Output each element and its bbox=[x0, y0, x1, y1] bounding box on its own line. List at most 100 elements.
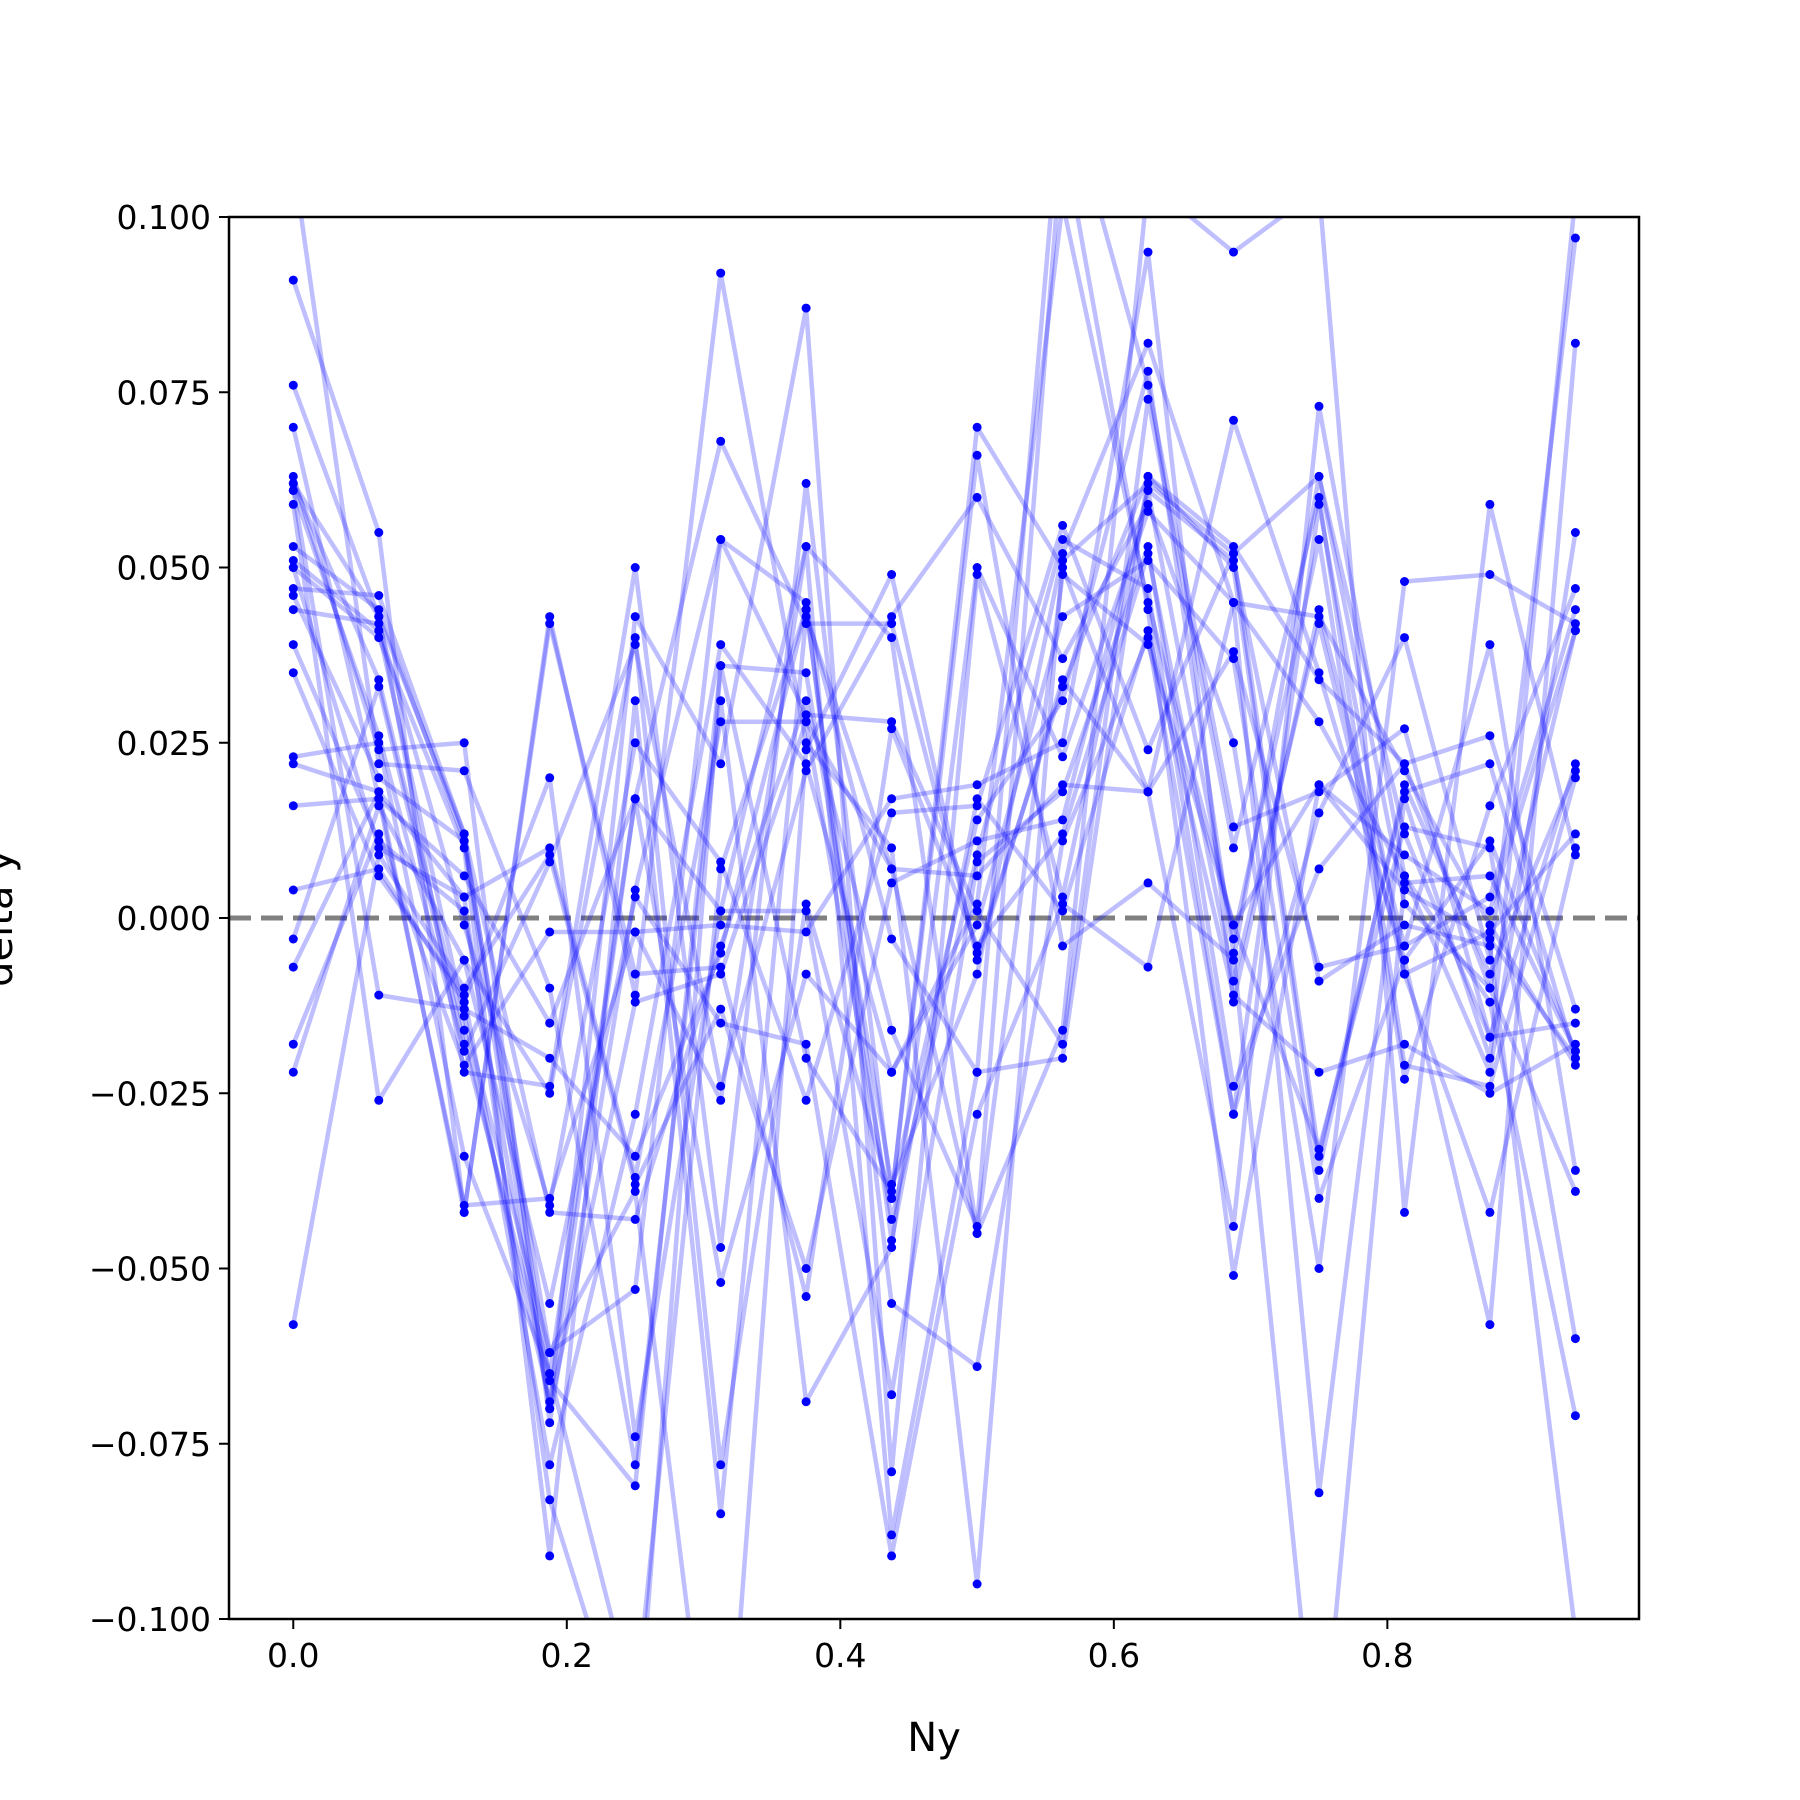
data-point bbox=[1314, 976, 1324, 986]
y-tick-label: −0.100 bbox=[89, 1600, 211, 1639]
data-point bbox=[1058, 654, 1068, 664]
x-tick-label: 0.4 bbox=[814, 1636, 866, 1675]
data-point bbox=[1229, 556, 1238, 565]
data-point bbox=[716, 1095, 726, 1105]
data-point bbox=[1314, 1144, 1324, 1154]
data-point bbox=[887, 1243, 897, 1252]
data-point bbox=[374, 612, 384, 622]
data-point bbox=[459, 990, 469, 1000]
data-point bbox=[1485, 1320, 1495, 1330]
data-point bbox=[801, 717, 811, 727]
data-point bbox=[545, 619, 555, 629]
data-point bbox=[630, 640, 640, 650]
data-point bbox=[545, 612, 555, 622]
data-point bbox=[1485, 955, 1495, 965]
data-point bbox=[1143, 247, 1153, 257]
data-point bbox=[288, 962, 298, 972]
data-point bbox=[374, 626, 384, 636]
data-point bbox=[1485, 906, 1495, 916]
data-point bbox=[1143, 366, 1153, 376]
data-point bbox=[1229, 822, 1238, 832]
x-tick-label: 0.8 bbox=[1361, 1636, 1413, 1675]
series-line-28 bbox=[291, 572, 1578, 1619]
data-point bbox=[1143, 584, 1153, 593]
data-point bbox=[1314, 492, 1324, 502]
x-axis-label: Ny bbox=[907, 1715, 961, 1761]
data-point bbox=[374, 787, 384, 797]
data-point bbox=[1485, 640, 1495, 650]
data-point bbox=[1314, 471, 1324, 481]
data-point bbox=[1229, 1081, 1238, 1091]
data-point bbox=[887, 570, 897, 579]
data-point bbox=[972, 570, 982, 579]
data-point bbox=[288, 591, 298, 600]
data-point bbox=[374, 759, 384, 769]
data-point bbox=[1058, 899, 1068, 909]
data-point bbox=[1485, 759, 1495, 769]
data-point bbox=[459, 871, 469, 881]
data-point bbox=[716, 962, 726, 972]
y-axis-ticks: −0.100 −0.075 −0.050 −0.025 0.000 0.025 0.050 0… bbox=[89, 198, 229, 1639]
data-point bbox=[801, 710, 811, 720]
data-point bbox=[630, 969, 640, 979]
data-point bbox=[972, 955, 982, 965]
data-point bbox=[1058, 738, 1068, 748]
data-point bbox=[801, 612, 811, 622]
series-line-21 bbox=[291, 217, 1578, 1404]
data-point bbox=[1229, 598, 1238, 607]
data-point bbox=[1485, 801, 1495, 811]
series-line-26 bbox=[291, 453, 1578, 1468]
data-point bbox=[1570, 1046, 1580, 1056]
data-point bbox=[716, 920, 726, 930]
data-point bbox=[887, 1299, 897, 1308]
data-point bbox=[1485, 920, 1495, 930]
data-point bbox=[630, 1460, 640, 1470]
data-point bbox=[1143, 556, 1153, 565]
data-point bbox=[374, 528, 384, 537]
data-point bbox=[1570, 829, 1580, 839]
data-point bbox=[972, 780, 982, 790]
data-point bbox=[1229, 920, 1238, 930]
data-point bbox=[972, 850, 982, 860]
data-point bbox=[1485, 1053, 1495, 1063]
data-point bbox=[1400, 899, 1409, 909]
data-point bbox=[1058, 829, 1068, 839]
data-point bbox=[630, 1432, 640, 1442]
data-point bbox=[1229, 549, 1238, 558]
data-point bbox=[1058, 549, 1068, 558]
data-point bbox=[459, 892, 469, 902]
data-point bbox=[288, 801, 298, 811]
data-point bbox=[1229, 1109, 1238, 1119]
data-point bbox=[1314, 717, 1324, 727]
series-line-11 bbox=[291, 558, 1578, 1468]
data-point bbox=[1143, 485, 1153, 495]
data-point bbox=[1058, 787, 1068, 797]
data-point bbox=[288, 380, 298, 390]
data-point bbox=[459, 1060, 469, 1070]
y-tick-label: −0.025 bbox=[89, 1074, 211, 1113]
data-point bbox=[545, 1551, 555, 1561]
data-point bbox=[1314, 787, 1324, 797]
data-point bbox=[1570, 1018, 1580, 1028]
data-point bbox=[1570, 850, 1580, 860]
data-point bbox=[801, 478, 811, 488]
data-point bbox=[630, 633, 640, 643]
data-point bbox=[288, 556, 298, 565]
data-point bbox=[972, 801, 982, 811]
data-point bbox=[1400, 920, 1409, 930]
data-point bbox=[374, 682, 384, 692]
data-point bbox=[972, 815, 982, 825]
data-point bbox=[1143, 394, 1153, 404]
data-point bbox=[1229, 1221, 1238, 1231]
data-point bbox=[1143, 605, 1153, 615]
data-point bbox=[1314, 864, 1324, 874]
data-point bbox=[801, 927, 811, 937]
data-point bbox=[1143, 380, 1153, 390]
data-point bbox=[374, 745, 384, 755]
data-point bbox=[972, 871, 982, 881]
data-point bbox=[1143, 471, 1153, 481]
data-point bbox=[801, 766, 811, 776]
data-point bbox=[1314, 1165, 1324, 1175]
data-point bbox=[1400, 850, 1409, 860]
